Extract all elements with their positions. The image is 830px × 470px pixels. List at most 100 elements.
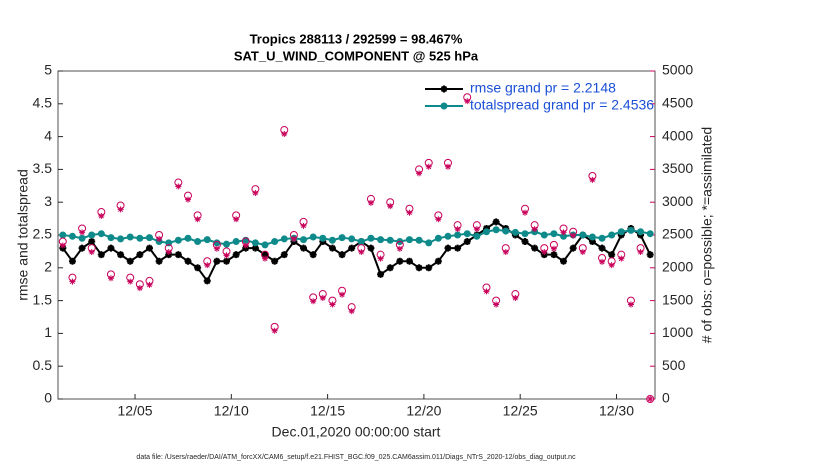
rmse-marker <box>261 251 269 259</box>
obs-assimilated-marker <box>319 294 326 301</box>
rmse-marker <box>126 257 134 265</box>
x-tick-label: 12/10 <box>214 403 249 419</box>
obs-assimilated-marker <box>406 209 413 216</box>
y2-tick-label: 1500 <box>662 291 693 307</box>
obs-assimilated-marker <box>396 245 403 252</box>
spread-marker <box>425 239 433 247</box>
spread-marker <box>598 234 606 242</box>
spread-marker <box>223 240 231 248</box>
obs-assimilated-marker <box>204 262 211 269</box>
obs-assimilated-marker <box>300 222 307 229</box>
rmse-marker <box>280 251 288 259</box>
obs-assimilated-marker <box>358 249 365 256</box>
x-tick-label: 12/20 <box>406 403 441 419</box>
rmse-marker <box>271 257 279 265</box>
spread-marker <box>97 230 105 238</box>
spread-marker <box>213 239 221 247</box>
obs-assimilated-marker <box>444 163 451 170</box>
rmse-marker <box>203 277 211 285</box>
y2-tick-label: 3000 <box>662 193 693 209</box>
y2-tick-label: 3500 <box>662 160 693 176</box>
spread-marker <box>357 238 365 246</box>
spread-marker <box>463 230 471 238</box>
y-tick-label: 4.5 <box>33 95 53 111</box>
obs-assimilated-marker <box>88 249 95 256</box>
spread-marker <box>492 226 500 234</box>
spread-marker <box>386 236 394 244</box>
obs-assimilated-marker <box>425 163 432 170</box>
y2-tick-label: 2000 <box>662 259 693 275</box>
chart-title: Tropics 288113 / 292599 = 98.467% <box>250 31 463 46</box>
obs-assimilated-marker <box>522 209 529 216</box>
spread-marker <box>145 234 153 242</box>
rmse-marker <box>117 251 125 259</box>
obs-assimilated-marker <box>69 278 76 285</box>
spread-marker <box>194 238 202 246</box>
spread-marker <box>405 236 413 244</box>
rmse-marker <box>194 264 202 272</box>
obs-assimilated-marker <box>464 98 471 105</box>
legend-marker <box>440 102 448 110</box>
y-tick-label: 1.5 <box>33 291 53 307</box>
obs-assimilated-marker <box>213 245 220 252</box>
rmse-marker <box>300 244 308 252</box>
obs-assimilated-marker <box>156 235 163 242</box>
obs-assimilated-marker <box>136 285 143 292</box>
spread-marker <box>174 236 182 244</box>
obs-possible-marker <box>646 395 655 403</box>
obs-assimilated-marker <box>618 255 625 262</box>
obs-assimilated-marker <box>252 190 259 197</box>
x-tick-label: 12/30 <box>599 403 634 419</box>
spread-marker <box>377 236 385 244</box>
spread-marker <box>502 227 510 235</box>
rmse-marker <box>492 218 500 226</box>
rmse-marker <box>646 251 654 259</box>
obs-assimilated-marker <box>627 301 634 308</box>
rmse-marker <box>68 257 76 265</box>
spread-marker <box>444 232 452 240</box>
rmse-marker <box>328 244 336 252</box>
spread-marker <box>473 232 481 240</box>
rmse-marker <box>588 238 596 246</box>
spread-marker <box>68 232 76 240</box>
rmse-marker <box>145 244 153 252</box>
obs-assimilated-marker <box>127 278 134 285</box>
spread-marker <box>579 231 587 239</box>
rmse-marker <box>415 264 423 272</box>
obs-assimilated-marker <box>387 203 394 210</box>
spread-marker <box>627 226 635 234</box>
obs-assimilated-marker <box>146 281 153 288</box>
rmse-marker <box>97 251 105 259</box>
rmse-marker <box>367 244 375 252</box>
obs-assimilated-marker <box>175 183 182 190</box>
rmse-marker <box>155 257 163 265</box>
spread-marker <box>261 241 269 249</box>
obs-assimilated-marker <box>59 242 66 249</box>
obs-assimilated-marker <box>367 199 374 206</box>
obs-assimilated-marker <box>79 229 86 236</box>
spread-marker <box>434 234 442 242</box>
spread-marker <box>126 233 134 241</box>
rmse-marker <box>463 238 471 246</box>
obs-assimilated-marker <box>541 249 548 256</box>
rmse-marker <box>251 244 259 252</box>
obs-assimilated-marker <box>262 255 269 262</box>
spread-marker <box>588 233 596 241</box>
obs-assimilated-marker <box>454 226 461 233</box>
spread-marker <box>271 238 279 246</box>
rmse-marker <box>223 257 231 265</box>
obs-assimilated-marker <box>339 291 346 298</box>
obs-assimilated-marker <box>599 258 606 265</box>
y2-axis-label: # of obs: o=possible; *=assimilated <box>699 127 715 343</box>
obs-assimilated-marker <box>310 298 317 305</box>
spread-marker <box>550 230 558 238</box>
x-tick-label: 12/05 <box>118 403 153 419</box>
rmse-marker <box>521 238 529 246</box>
spread-marker <box>88 231 96 239</box>
rmse-marker <box>348 244 356 252</box>
spread-marker <box>232 238 240 246</box>
y2-tick-label: 4000 <box>662 127 693 143</box>
obs-assimilated-marker <box>435 216 442 223</box>
y-axis-label: rmse and totalspread <box>15 169 31 301</box>
